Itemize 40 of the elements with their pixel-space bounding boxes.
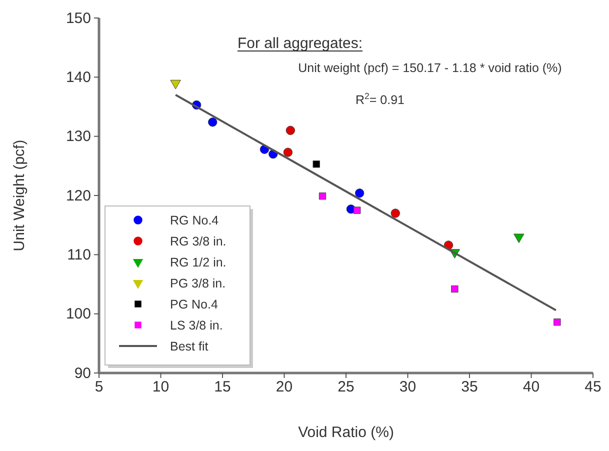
x-tick-label: 30: [399, 378, 416, 396]
x-tick-label: 20: [276, 378, 293, 396]
y-tick-label: 100: [66, 306, 91, 323]
x-tick-label: 45: [584, 378, 602, 396]
x-tick-label: 35: [461, 378, 478, 396]
legend-label: PG 3/8 in.: [170, 276, 226, 290]
y-axis-title: Unit Weight (pcf): [11, 140, 28, 252]
y-tick-label: 130: [66, 128, 91, 146]
x-axis-title: Void Ratio (%): [298, 424, 394, 441]
annotation: R$^{2}$= 0.91: [355, 91, 405, 107]
point: [354, 188, 364, 198]
y-tick-label: 150: [66, 10, 91, 27]
x-tick-label: 5: [94, 378, 104, 396]
y-tick-label: 120: [66, 187, 91, 204]
point: [354, 206, 361, 214]
legend-label: RG 1/2 in.: [170, 256, 226, 270]
point: [514, 234, 524, 244]
point: [451, 285, 458, 293]
point: [286, 126, 296, 136]
point: [170, 80, 181, 90]
y-tick-label: 140: [66, 68, 91, 86]
point: [208, 118, 218, 127]
legend-label: Best fit: [170, 340, 209, 354]
point: [390, 208, 400, 218]
y-tick-label: 110: [67, 246, 91, 264]
y-tick-label: 90: [74, 364, 91, 382]
x-tick-label: 10: [152, 378, 170, 396]
legend-label: RG 3/8 in.: [170, 234, 226, 248]
point: [283, 148, 293, 157]
point: [312, 160, 320, 168]
point: [554, 318, 561, 326]
legend-label: RG No.4: [170, 214, 219, 228]
x-tick-label: 25: [338, 378, 354, 396]
annotation: Unit weight (pcf) = 150.17 - 1.18 * void ratio (%): [298, 61, 562, 75]
x-tick-label: 40: [522, 378, 540, 396]
legend-label: PG No.4: [170, 298, 218, 312]
x-tick-label: 15: [214, 378, 231, 396]
annotation: For all aggregates:: [237, 35, 363, 52]
point: [318, 192, 326, 200]
legend-label: LS 3/8 in.: [170, 318, 223, 332]
